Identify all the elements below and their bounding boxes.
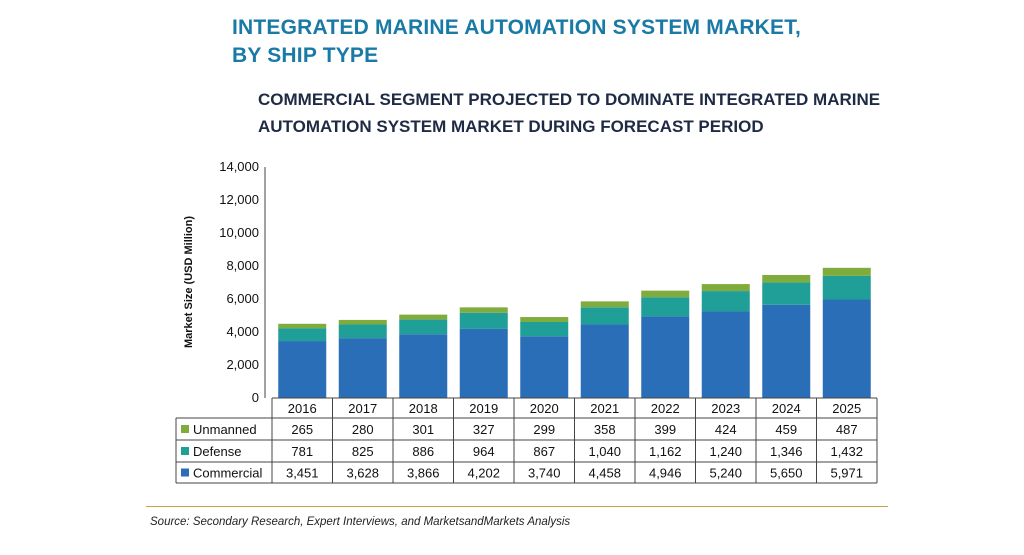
- data-label-defense: 1,346: [770, 444, 803, 459]
- legend-label-unmanned: Unmanned: [193, 422, 257, 437]
- x-tick-label: 2022: [651, 401, 680, 416]
- bar-commercial-2018: [399, 334, 448, 398]
- data-label-unmanned: 399: [654, 422, 676, 437]
- data-label-commercial: 5,240: [709, 466, 742, 481]
- data-label-defense: 825: [352, 444, 374, 459]
- chart-title-line2: BY SHIP TYPE: [232, 44, 379, 67]
- data-label-defense: 1,432: [830, 444, 863, 459]
- legend-swatch-commercial: [181, 468, 189, 477]
- x-tick-label: 2016: [288, 401, 317, 416]
- data-label-unmanned: 424: [715, 422, 737, 437]
- data-label-unmanned: 327: [473, 422, 495, 437]
- data-label-defense: 1,162: [649, 444, 682, 459]
- data-label-commercial: 4,458: [588, 466, 621, 481]
- bar-commercial-2024: [762, 304, 811, 398]
- data-label-unmanned: 301: [412, 422, 434, 437]
- legend-label-commercial: Commercial: [193, 466, 262, 481]
- data-label-unmanned: 280: [352, 422, 374, 437]
- legend-swatch-unmanned: [181, 425, 189, 433]
- bar-defense-2021: [580, 307, 629, 325]
- bar-unmanned-2018: [399, 314, 448, 320]
- x-tick-label: 2021: [590, 401, 619, 416]
- data-label-unmanned: 487: [836, 422, 858, 437]
- bar-unmanned-2022: [641, 290, 690, 298]
- chart-subtitle: COMMERCIAL SEGMENT PROJECTED TO DOMINATE…: [258, 86, 898, 140]
- chart-title: INTEGRATED MARINE AUTOMATION SYSTEM MARK…: [232, 14, 852, 70]
- y-tick-label: 0: [252, 390, 259, 405]
- chart-subtitle-line1: COMMERCIAL SEGMENT PROJECTED TO DOMINATE…: [258, 90, 881, 109]
- bar-defense-2018: [399, 319, 448, 335]
- y-tick-label: 12,000: [219, 192, 259, 207]
- data-label-commercial: 5,650: [770, 466, 803, 481]
- bar-unmanned-2024: [762, 274, 811, 283]
- y-tick-label: 4,000: [226, 324, 259, 339]
- data-label-defense: 886: [412, 444, 434, 459]
- bar-defense-2022: [641, 297, 690, 317]
- y-tick-label: 14,000: [219, 159, 259, 174]
- legend-label-defense: Defense: [193, 444, 241, 459]
- data-label-commercial: 3,740: [528, 466, 561, 481]
- bar-unmanned-2021: [580, 301, 629, 308]
- bar-defense-2020: [520, 321, 569, 337]
- x-tick-label: 2019: [469, 401, 498, 416]
- data-label-commercial: 4,946: [649, 466, 682, 481]
- x-tick-label: 2025: [832, 401, 861, 416]
- bar-defense-2024: [762, 282, 811, 305]
- data-label-unmanned: 459: [775, 422, 797, 437]
- chart-subtitle-line2: AUTOMATION SYSTEM MARKET DURING FORECAST…: [258, 117, 764, 136]
- legend-swatch-defense: [181, 447, 189, 455]
- x-tick-label: 2020: [530, 401, 559, 416]
- bar-commercial-2025: [822, 299, 871, 398]
- data-label-commercial: 3,866: [407, 466, 440, 481]
- bar-commercial-2019: [459, 328, 508, 398]
- bar-unmanned-2020: [520, 317, 569, 322]
- data-label-commercial: 3,451: [286, 466, 319, 481]
- y-tick-label: 6,000: [226, 291, 259, 306]
- stacked-bar-chart: Market Size (USD Million) 0 2,000 4,000 6,00…: [175, 159, 878, 484]
- bar-defense-2019: [459, 312, 508, 329]
- y-tick-label: 10,000: [219, 225, 259, 240]
- bar-unmanned-2017: [338, 319, 387, 325]
- x-tick-label: 2023: [711, 401, 740, 416]
- bar-commercial-2017: [338, 338, 387, 398]
- bar-unmanned-2023: [701, 284, 750, 292]
- data-label-defense: 781: [291, 444, 313, 459]
- bar-commercial-2016: [278, 341, 327, 398]
- y-tick-label: 2,000: [226, 357, 259, 372]
- data-label-unmanned: 358: [594, 422, 616, 437]
- data-label-defense: 1,240: [709, 444, 742, 459]
- data-label-unmanned: 299: [533, 422, 555, 437]
- bar-defense-2025: [822, 275, 871, 300]
- chart-title-line1: INTEGRATED MARINE AUTOMATION SYSTEM MARK…: [232, 16, 801, 39]
- x-tick-label: 2017: [348, 401, 377, 416]
- bar-defense-2016: [278, 328, 327, 342]
- x-tick-label: 2018: [409, 401, 438, 416]
- data-label-commercial: 3,628: [346, 466, 379, 481]
- bar-commercial-2020: [520, 336, 569, 398]
- footer-divider: [146, 506, 888, 507]
- bar-unmanned-2019: [459, 307, 508, 313]
- data-label-defense: 867: [533, 444, 555, 459]
- bar-commercial-2022: [641, 316, 690, 398]
- data-label-commercial: 4,202: [467, 466, 500, 481]
- bar-defense-2023: [701, 291, 750, 312]
- y-tick-label: 8,000: [226, 258, 259, 273]
- bar-unmanned-2025: [822, 267, 871, 276]
- data-label-defense: 1,040: [588, 444, 621, 459]
- data-label-defense: 964: [473, 444, 495, 459]
- bar-defense-2017: [338, 324, 387, 339]
- data-label-unmanned: 265: [291, 422, 313, 437]
- data-label-commercial: 5,971: [830, 466, 863, 481]
- source-note: Source: Secondary Research, Expert Inter…: [150, 516, 571, 528]
- y-axis-title: Market Size (USD Million): [183, 216, 195, 348]
- bar-commercial-2023: [701, 311, 750, 398]
- bar-unmanned-2016: [278, 323, 327, 329]
- bar-commercial-2021: [580, 324, 629, 398]
- x-tick-label: 2024: [772, 401, 801, 416]
